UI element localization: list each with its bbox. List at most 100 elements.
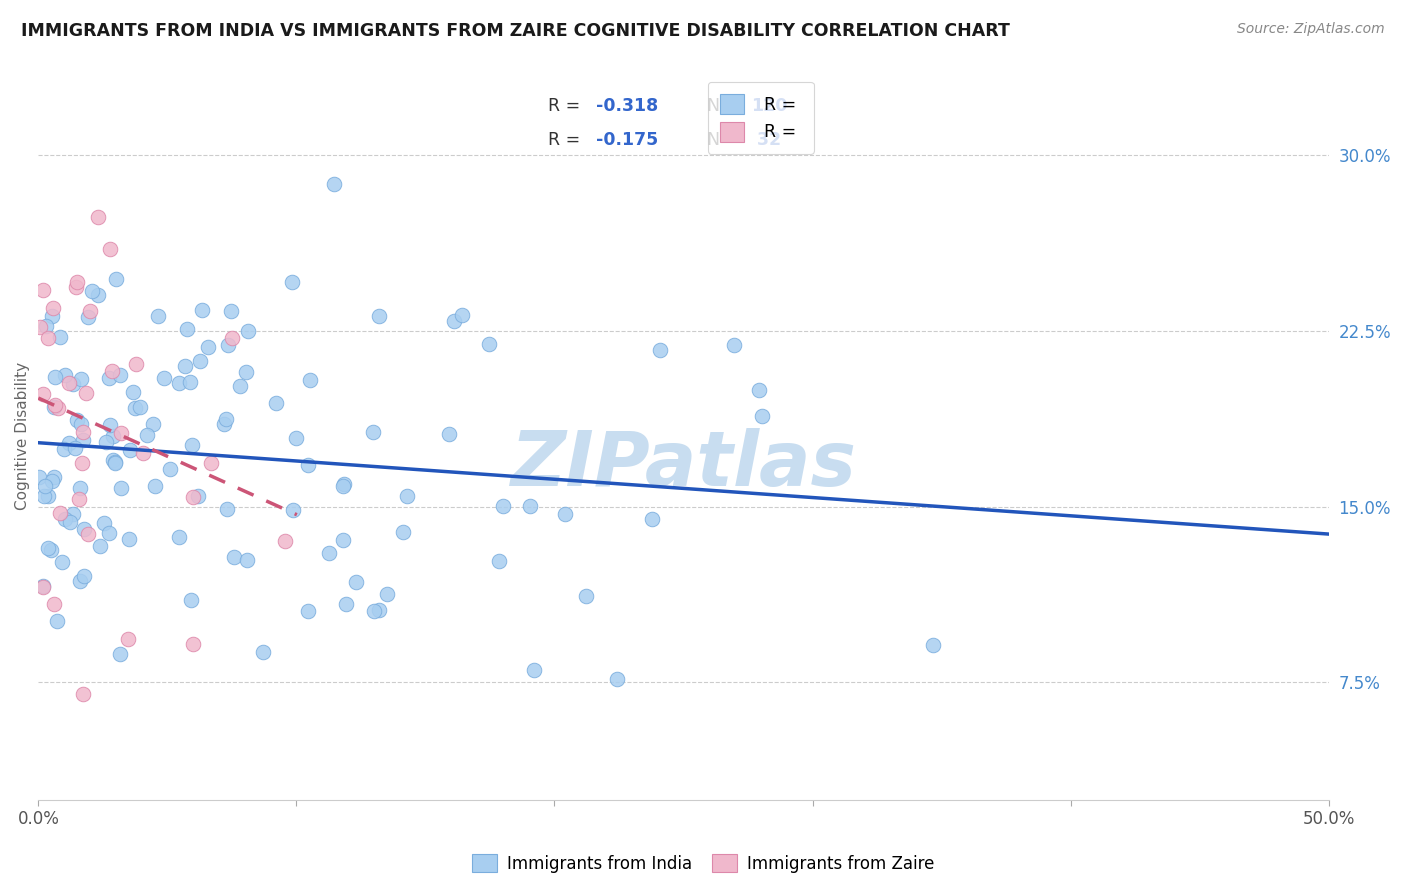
Point bbox=[361, 425, 384, 439]
Point bbox=[53, 512, 76, 526]
Point bbox=[28, 469, 51, 483]
Text: N =: N = bbox=[707, 131, 745, 149]
Point bbox=[44, 400, 66, 414]
Point bbox=[167, 530, 190, 544]
Point bbox=[368, 309, 391, 323]
Point bbox=[37, 331, 59, 345]
Point bbox=[98, 417, 121, 432]
Point bbox=[391, 525, 413, 540]
Point bbox=[335, 597, 357, 611]
Point bbox=[235, 365, 257, 379]
Point bbox=[103, 453, 125, 467]
Point bbox=[212, 417, 235, 431]
Point bbox=[723, 338, 745, 352]
Point bbox=[215, 502, 238, 516]
Point bbox=[229, 379, 252, 393]
Point bbox=[72, 434, 94, 448]
Point bbox=[44, 398, 66, 412]
Point bbox=[297, 604, 319, 618]
Point bbox=[183, 490, 205, 504]
Point bbox=[62, 377, 84, 392]
Point bbox=[169, 376, 191, 391]
Point bbox=[222, 549, 245, 564]
Point bbox=[42, 301, 65, 315]
Point bbox=[44, 470, 66, 484]
Point bbox=[39, 543, 62, 558]
Point bbox=[478, 337, 501, 351]
Point bbox=[363, 604, 385, 618]
Point bbox=[51, 555, 73, 569]
Point bbox=[281, 503, 304, 517]
Point bbox=[332, 479, 354, 493]
Point bbox=[266, 396, 288, 410]
Y-axis label: Cognitive Disability: Cognitive Disability bbox=[15, 362, 30, 510]
Text: R =: R = bbox=[548, 96, 586, 115]
Point bbox=[221, 303, 243, 318]
Point bbox=[190, 303, 212, 318]
Point bbox=[70, 372, 93, 386]
Point bbox=[118, 532, 141, 546]
Point bbox=[108, 647, 131, 661]
Text: ZIPatlas: ZIPatlas bbox=[510, 428, 856, 502]
Point bbox=[221, 331, 243, 345]
Point bbox=[52, 442, 75, 457]
Point bbox=[70, 456, 93, 470]
Point bbox=[285, 430, 308, 444]
Point bbox=[188, 354, 211, 368]
Point bbox=[318, 546, 340, 560]
Point bbox=[197, 340, 219, 354]
Point bbox=[176, 322, 198, 336]
Point bbox=[648, 343, 671, 358]
Point bbox=[73, 569, 96, 583]
Point bbox=[180, 593, 202, 607]
Point bbox=[104, 456, 127, 470]
Point bbox=[67, 491, 90, 506]
Point bbox=[129, 400, 152, 414]
Point bbox=[181, 637, 204, 651]
Point bbox=[48, 401, 70, 415]
Point bbox=[93, 516, 115, 531]
Point bbox=[488, 554, 510, 568]
Point bbox=[299, 373, 322, 387]
Point bbox=[523, 664, 546, 678]
Point bbox=[69, 481, 91, 495]
Point bbox=[333, 477, 356, 491]
Point bbox=[132, 446, 155, 460]
Point bbox=[46, 615, 69, 629]
Point bbox=[62, 508, 84, 522]
Point bbox=[75, 386, 97, 401]
Point bbox=[58, 436, 80, 450]
Text: Source: ZipAtlas.com: Source: ZipAtlas.com bbox=[1237, 22, 1385, 37]
Point bbox=[66, 275, 89, 289]
Point bbox=[98, 526, 121, 541]
Point bbox=[65, 280, 87, 294]
Point bbox=[121, 384, 143, 399]
Point bbox=[34, 319, 56, 334]
Point bbox=[142, 417, 165, 432]
Text: 32: 32 bbox=[751, 131, 780, 149]
Point bbox=[110, 426, 132, 441]
Point bbox=[98, 243, 121, 257]
Point bbox=[748, 383, 770, 397]
Point bbox=[100, 364, 122, 378]
Point bbox=[217, 338, 239, 352]
Point bbox=[69, 574, 91, 588]
Point bbox=[332, 533, 354, 547]
Point bbox=[32, 489, 55, 503]
Point bbox=[641, 511, 664, 525]
Point bbox=[751, 409, 773, 423]
Point bbox=[174, 359, 197, 373]
Point bbox=[375, 587, 398, 601]
Point bbox=[180, 438, 202, 452]
Point bbox=[37, 541, 59, 556]
Point bbox=[66, 413, 89, 427]
Point bbox=[117, 632, 139, 646]
Point bbox=[124, 401, 146, 416]
Point bbox=[322, 177, 344, 191]
Point bbox=[273, 533, 295, 548]
Point bbox=[28, 320, 51, 334]
Point bbox=[32, 580, 55, 594]
Point bbox=[59, 515, 82, 529]
Point bbox=[37, 489, 59, 503]
Point bbox=[41, 310, 63, 324]
